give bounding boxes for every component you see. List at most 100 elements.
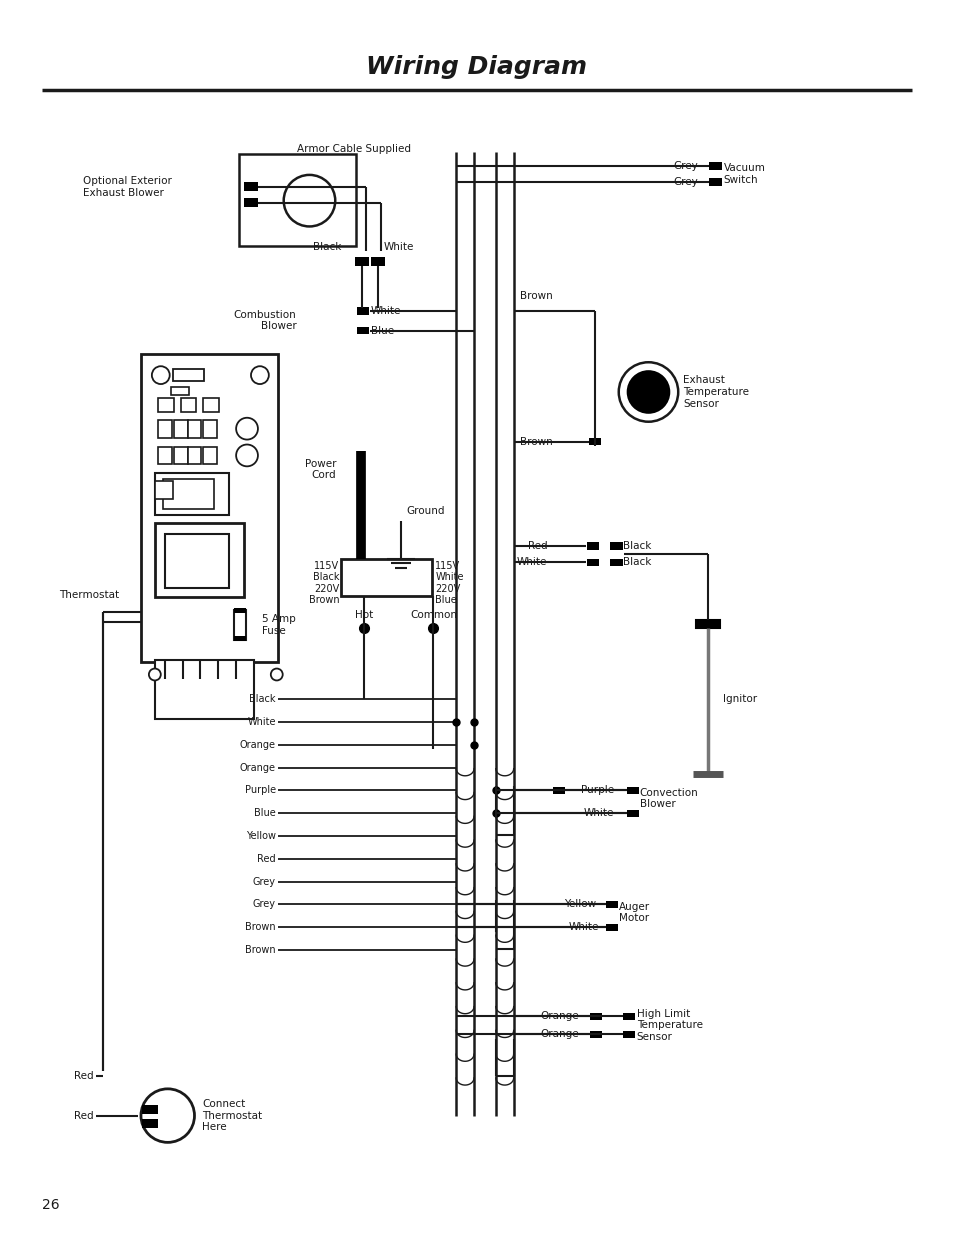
Bar (163, 479, 214, 509)
Bar (142, 1119, 157, 1128)
Bar (553, 787, 564, 794)
Text: Black: Black (622, 541, 650, 551)
Bar (203, 420, 217, 437)
Bar (589, 1031, 601, 1037)
Text: Auger
Motor: Auger Motor (618, 902, 649, 924)
Circle shape (251, 367, 269, 384)
Text: Brown: Brown (519, 290, 552, 301)
Bar (188, 447, 201, 464)
Text: 115V
Black
220V
Brown: 115V Black 220V Brown (308, 561, 339, 605)
Bar (588, 438, 600, 445)
Bar (165, 534, 229, 588)
Bar (622, 1031, 634, 1037)
Bar (244, 198, 257, 207)
Circle shape (618, 362, 678, 421)
Text: Ground: Ground (406, 506, 445, 516)
Bar (605, 902, 618, 908)
Text: Black: Black (622, 557, 650, 568)
Text: 5 Amp
Fuse: 5 Amp Fuse (262, 614, 295, 636)
Bar (341, 558, 432, 597)
Text: Orange: Orange (540, 1029, 578, 1040)
Bar (610, 542, 622, 550)
Text: Brown: Brown (245, 945, 275, 955)
Text: Optional Exterior
Exhaust Blower: Optional Exterior Exhaust Blower (83, 177, 172, 198)
Text: Black: Black (249, 694, 275, 704)
Bar (173, 420, 188, 437)
Bar (233, 608, 246, 613)
Text: Black: Black (313, 242, 341, 252)
Bar (188, 420, 201, 437)
Text: Brown: Brown (245, 923, 275, 932)
Text: Grey: Grey (253, 877, 275, 887)
Circle shape (271, 668, 282, 680)
Bar (154, 659, 253, 719)
Circle shape (626, 370, 670, 414)
Text: Red: Red (257, 853, 275, 863)
Bar (696, 620, 720, 627)
Bar (356, 326, 369, 335)
Bar (141, 354, 277, 662)
Bar (709, 178, 721, 185)
Bar (709, 162, 721, 170)
Text: 26: 26 (42, 1198, 59, 1212)
Text: Yellow: Yellow (563, 899, 596, 909)
Bar (142, 1105, 157, 1114)
Bar (180, 398, 196, 411)
Text: Red: Red (73, 1071, 93, 1081)
Text: Grey: Grey (253, 899, 275, 909)
Bar (173, 447, 188, 464)
Bar (589, 1013, 601, 1020)
Bar (239, 154, 355, 246)
Text: Grey: Grey (673, 177, 698, 186)
Text: Combustion
Blower: Combustion Blower (233, 310, 296, 331)
Circle shape (141, 1089, 194, 1142)
Text: Power
Cord: Power Cord (304, 458, 335, 480)
Text: Orange: Orange (239, 763, 275, 773)
Bar (157, 447, 172, 464)
Text: Armor Cable Supplied: Armor Cable Supplied (296, 144, 410, 154)
Bar (154, 482, 172, 499)
Circle shape (149, 668, 161, 680)
Text: 115V
White
220V
Blue: 115V White 220V Blue (435, 561, 463, 605)
Circle shape (236, 445, 257, 467)
Text: Hot: Hot (355, 610, 373, 620)
Bar (626, 787, 638, 794)
Bar (371, 257, 384, 266)
Circle shape (236, 417, 257, 440)
Text: Convection
Blower: Convection Blower (639, 788, 698, 809)
Bar (157, 420, 172, 437)
Text: Ignitor: Ignitor (722, 694, 756, 704)
Bar (154, 522, 244, 598)
Text: Purple: Purple (244, 785, 275, 795)
Text: Blue: Blue (253, 808, 275, 819)
Text: Orange: Orange (239, 740, 275, 750)
Bar (586, 558, 598, 567)
Bar (203, 447, 217, 464)
Bar (244, 183, 257, 191)
Text: White: White (568, 923, 598, 932)
Bar (605, 924, 618, 931)
Text: Wiring Diagram: Wiring Diagram (366, 54, 587, 79)
Bar (171, 387, 189, 395)
Circle shape (283, 175, 335, 226)
Bar (233, 636, 246, 641)
Text: Vacuum
Switch: Vacuum Switch (723, 163, 765, 185)
Circle shape (152, 367, 170, 384)
Text: White: White (247, 718, 275, 727)
Text: Grey: Grey (673, 161, 698, 170)
Text: High Limit
Temperature
Sensor: High Limit Temperature Sensor (636, 1009, 701, 1042)
Text: Purple: Purple (580, 785, 613, 795)
Bar (356, 306, 369, 315)
Text: Red: Red (73, 1110, 93, 1120)
Text: White: White (517, 557, 547, 568)
Bar (172, 369, 204, 382)
Text: Common: Common (410, 610, 456, 620)
Text: Blue: Blue (371, 326, 394, 336)
Bar (154, 473, 229, 515)
Text: Yellow: Yellow (246, 831, 275, 841)
Text: White: White (371, 306, 401, 316)
Bar (622, 1013, 634, 1020)
Bar (157, 398, 173, 411)
Bar (203, 398, 219, 411)
Text: Orange: Orange (540, 1011, 578, 1021)
